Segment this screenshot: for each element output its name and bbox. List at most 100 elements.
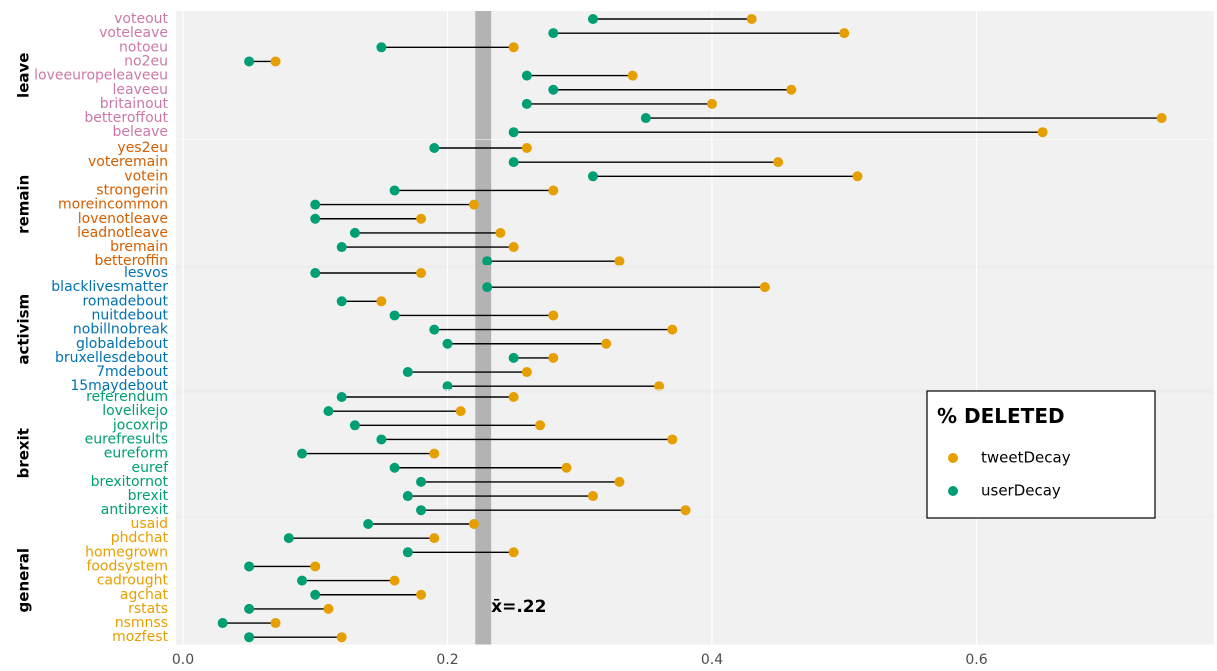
point-tweetDecay-phdchat	[429, 533, 440, 544]
point-userDecay-7mdebout	[402, 367, 413, 378]
point-tweetDecay-jocoxrip	[535, 420, 546, 431]
category-label-phdchat: phdchat	[111, 530, 169, 546]
point-tweetDecay-bruxellesdebout	[548, 352, 559, 363]
point-userDecay-voteout	[587, 14, 598, 24]
category-label-loveeuropeleaveeu: loveeuropeleaveeu	[34, 68, 168, 84]
legend-label-tweetDecay: tweetDecay	[981, 449, 1071, 467]
point-userDecay-romadebout	[336, 296, 347, 307]
point-userDecay-agchat	[310, 589, 321, 600]
point-tweetDecay-rstats	[323, 603, 334, 614]
point-tweetDecay-blacklivesmatter	[759, 282, 770, 293]
x-tick-label-3: 0.6	[965, 652, 987, 668]
category-label-mozfest: mozfest	[112, 629, 168, 645]
category-label-yes2eu: yes2eu	[117, 140, 168, 156]
category-label-votein: votein	[124, 168, 168, 184]
point-tweetDecay-referendum	[508, 392, 519, 402]
point-userDecay-usaid	[363, 519, 374, 529]
point-userDecay-loveeuropeleaveeu	[521, 70, 532, 81]
point-userDecay-lovenotleave	[310, 213, 321, 224]
point-tweetDecay-strongerin	[548, 185, 559, 196]
point-userDecay-blacklivesmatter	[482, 282, 493, 293]
point-tweetDecay-foodsystem	[310, 561, 321, 572]
point-userDecay-referendum	[336, 392, 347, 402]
category-label-rstats: rstats	[128, 601, 168, 617]
point-userDecay-bruxellesdebout	[508, 352, 519, 363]
point-tweetDecay-7mdebout	[521, 367, 532, 378]
category-label-brexitornot: brexitornot	[91, 474, 169, 490]
point-userDecay-15maydebout	[442, 381, 453, 392]
point-tweetDecay-loveeuropeleaveeu	[627, 70, 638, 81]
category-label-betteroffin: betteroffin	[94, 253, 168, 269]
point-tweetDecay-bremain	[508, 242, 519, 253]
legend-title: % DELETED	[937, 404, 1065, 428]
point-userDecay-moreincommon	[310, 199, 321, 210]
point-userDecay-lesvos	[310, 268, 321, 278]
point-tweetDecay-leaveeu	[786, 84, 797, 95]
point-tweetDecay-lovenotleave	[416, 213, 427, 224]
point-tweetDecay-euref	[561, 462, 572, 473]
point-userDecay-notoeu	[376, 42, 387, 53]
point-tweetDecay-romadebout	[376, 296, 387, 307]
category-label-bruxellesdebout: bruxellesdebout	[55, 350, 168, 366]
category-label-britainout: britainout	[100, 96, 169, 112]
mean-band-general	[475, 516, 492, 645]
x-tick-label-2: 0.4	[701, 652, 723, 668]
point-userDecay-no2eu	[244, 56, 255, 67]
category-label-usaid: usaid	[130, 516, 168, 532]
point-userDecay-nsmnss	[217, 618, 228, 629]
x-tick-label-0: 0.0	[172, 652, 194, 668]
mean-annotation: x̄=.22	[491, 597, 546, 617]
group-label-brexit: brexit	[15, 428, 33, 478]
category-label-nobillnobreak: nobillnobreak	[73, 322, 169, 338]
category-label-nsmnss: nsmnss	[115, 615, 168, 631]
point-tweetDecay-brexitornot	[614, 476, 625, 487]
point-tweetDecay-notoeu	[508, 42, 519, 53]
category-label-homegrown: homegrown	[85, 544, 168, 560]
point-tweetDecay-nobillnobreak	[667, 324, 678, 335]
point-userDecay-nuitdebout	[389, 310, 400, 321]
group-label-remain: remain	[15, 175, 33, 234]
point-userDecay-mozfest	[244, 632, 255, 643]
point-userDecay-betteroffout	[640, 113, 651, 124]
point-userDecay-phdchat	[283, 533, 294, 544]
category-label-antibrexit: antibrexit	[101, 502, 169, 518]
point-tweetDecay-voteout	[746, 14, 757, 24]
point-userDecay-jocoxrip	[349, 420, 360, 431]
point-userDecay-nobillnobreak	[429, 324, 440, 335]
point-userDecay-bremain	[336, 242, 347, 253]
category-label-euref: euref	[132, 460, 170, 476]
group-label-general: general	[15, 548, 33, 612]
category-label-foodsystem: foodsystem	[86, 558, 168, 574]
mean-band-remain	[475, 140, 492, 269]
point-userDecay-eurefresults	[376, 434, 387, 445]
category-label-strongerin: strongerin	[96, 182, 168, 198]
category-label-brexit: brexit	[128, 488, 169, 504]
legend-label-userDecay: userDecay	[981, 482, 1061, 500]
category-label-no2eu: no2eu	[124, 53, 168, 69]
point-userDecay-voteremain	[508, 157, 519, 168]
point-userDecay-antibrexit	[416, 505, 427, 516]
category-label-romadebout: romadebout	[82, 293, 168, 309]
category-label-lovelikejo: lovelikejo	[102, 403, 168, 419]
point-userDecay-globaldebout	[442, 338, 453, 349]
point-tweetDecay-homegrown	[508, 547, 519, 558]
point-userDecay-betteroffin	[482, 256, 493, 267]
panel-background-activism	[176, 265, 1214, 394]
point-userDecay-brexitornot	[416, 476, 427, 487]
x-tick-label-1: 0.2	[436, 652, 458, 668]
category-label-beleave: beleave	[113, 124, 168, 140]
category-label-7mdebout: 7mdebout	[96, 364, 168, 380]
point-tweetDecay-betteroffin	[614, 256, 625, 267]
point-tweetDecay-antibrexit	[680, 505, 691, 516]
category-label-eureform: eureform	[104, 446, 168, 462]
point-userDecay-leaveeu	[548, 84, 559, 95]
point-tweetDecay-leadnotleave	[495, 227, 506, 238]
point-userDecay-voteleave	[548, 28, 559, 39]
point-tweetDecay-britainout	[707, 98, 717, 109]
category-label-lesvos: lesvos	[124, 265, 168, 281]
category-label-eurefresults: eurefresults	[85, 431, 168, 447]
category-label-lovenotleave: lovenotleave	[78, 211, 168, 227]
point-userDecay-beleave	[508, 127, 519, 138]
category-label-blacklivesmatter: blacklivesmatter	[51, 279, 168, 295]
point-tweetDecay-mozfest	[336, 632, 347, 643]
